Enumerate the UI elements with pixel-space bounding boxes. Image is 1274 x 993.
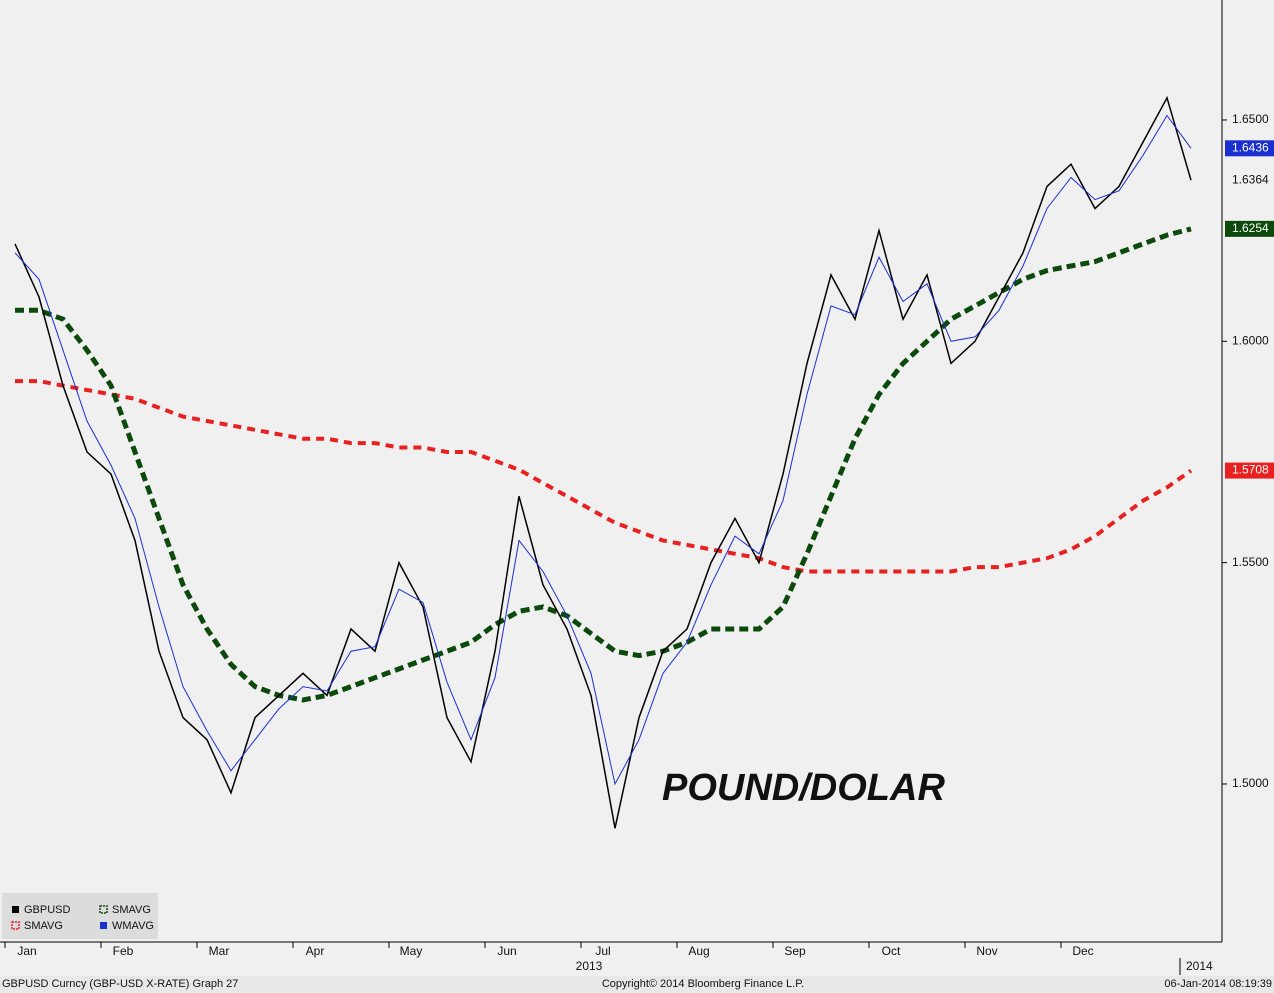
y-tick-label: 1.5500 — [1232, 555, 1269, 569]
footer-bar — [0, 976, 1274, 993]
last-value-box — [1225, 140, 1274, 157]
series-line — [14, 95, 1192, 829]
y-tick-label: 1.6000 — [1232, 333, 1269, 347]
x-tick-label: Jul — [595, 944, 610, 958]
x-tick-label: Jan — [17, 944, 36, 958]
x-tick-label: Oct — [882, 944, 901, 958]
x-tick-label: Dec — [1072, 944, 1093, 958]
x-tick-label: Jun — [497, 944, 516, 958]
footer-center: Copyright© 2014 Bloomberg Finance L.P. — [602, 978, 804, 990]
last-value-label: 1.6254 — [1232, 221, 1269, 235]
legend-swatch — [12, 906, 19, 913]
legend-label: SMAVG — [112, 904, 151, 916]
series-line — [15, 226, 1192, 703]
last-value-box — [1225, 220, 1274, 237]
annotation: POUND/DOLAR — [662, 767, 945, 809]
last-value-label: 1.6364 — [1232, 172, 1269, 186]
legend-swatch — [99, 905, 108, 914]
x-tick-label: Nov — [976, 944, 997, 958]
footer-left: GBPUSD Curncy (GBP-USD X-RATE) Graph 27 — [2, 978, 238, 990]
legend-label: WMAVG — [112, 920, 154, 932]
legend-swatch — [11, 921, 20, 930]
x-tick-label: Sep — [784, 944, 806, 958]
footer-right: 06-Jan-2014 08:19:39 — [1164, 978, 1272, 990]
last-value-label: 1.5708 — [1232, 463, 1269, 477]
legend-box — [2, 893, 158, 939]
x-tick-label: May — [400, 944, 423, 958]
y-tick-label: 1.6500 — [1232, 112, 1269, 126]
x-tick-label: Apr — [306, 944, 325, 958]
legend-label: SMAVG — [24, 920, 63, 932]
legend-label: GBPUSD — [24, 904, 71, 916]
legend-swatch — [100, 922, 107, 929]
x-tick-label: Aug — [688, 944, 709, 958]
y-tick-label: 1.5000 — [1232, 776, 1269, 790]
x-year-label: 2013 — [576, 959, 603, 973]
series-line — [15, 379, 1193, 574]
x-tick-label: Feb — [113, 944, 134, 958]
series-line — [14, 114, 1192, 786]
plot-area — [0, 0, 1222, 942]
x-year-label: 2014 — [1186, 959, 1213, 973]
last-value-box — [1225, 462, 1274, 479]
last-value-label: 1.6436 — [1232, 140, 1269, 154]
x-tick-label: Mar — [209, 944, 230, 958]
